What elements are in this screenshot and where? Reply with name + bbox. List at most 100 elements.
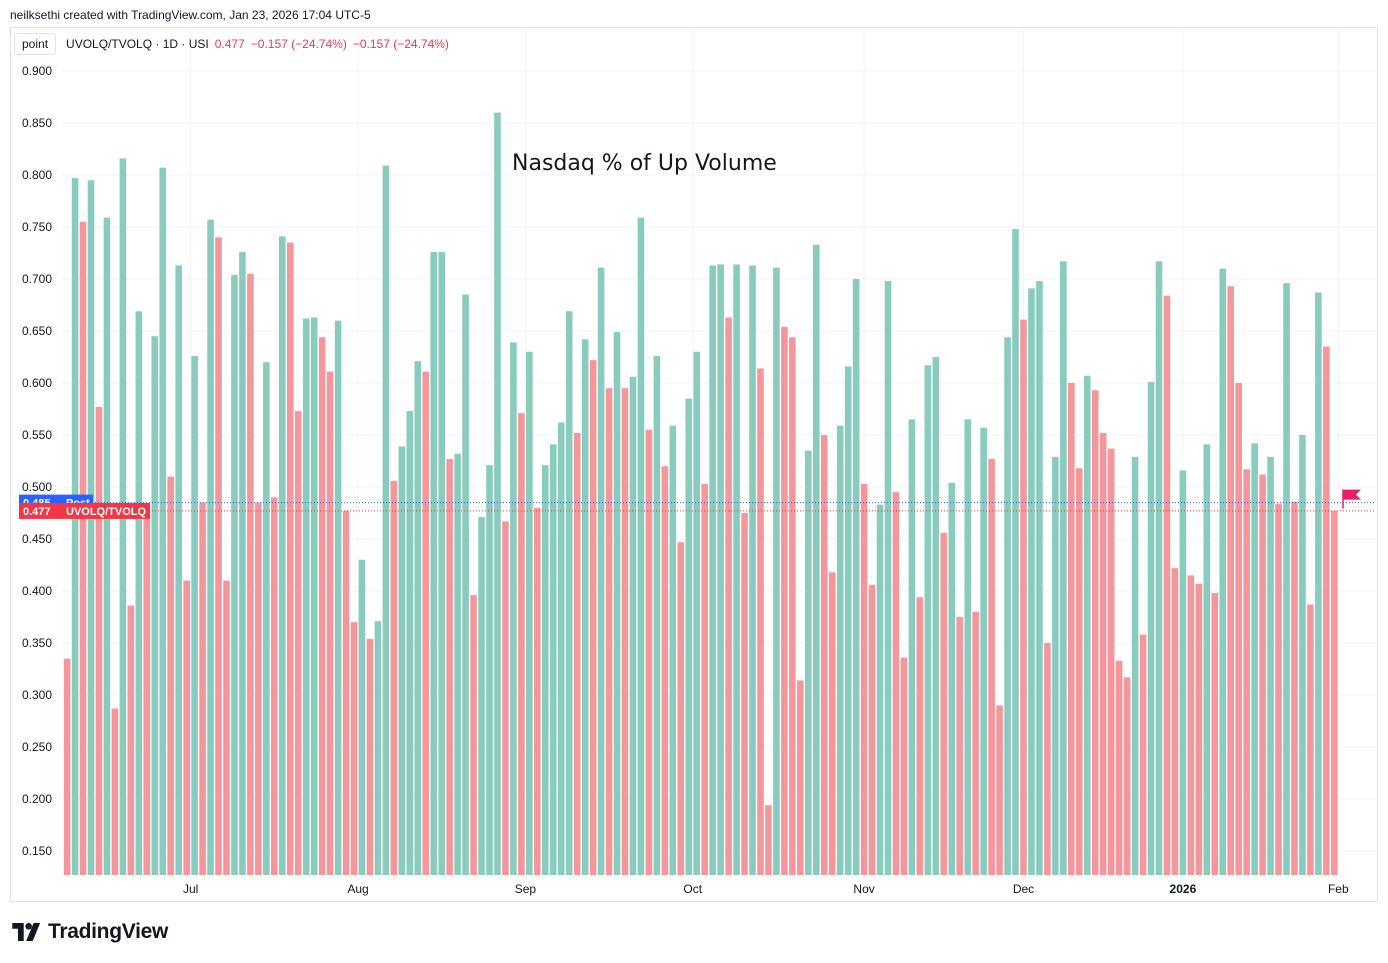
bar[interactable] xyxy=(621,388,629,875)
bar[interactable] xyxy=(924,365,932,875)
bar[interactable] xyxy=(677,542,685,875)
bar[interactable] xyxy=(725,317,732,876)
bar[interactable] xyxy=(741,513,748,875)
bar[interactable] xyxy=(167,476,175,875)
bar[interactable] xyxy=(127,605,135,875)
bar[interactable] xyxy=(406,411,414,875)
bar[interactable] xyxy=(398,446,406,875)
bar[interactable] xyxy=(358,559,366,875)
bar[interactable] xyxy=(1211,593,1219,875)
bar[interactable] xyxy=(1004,337,1011,875)
bar[interactable] xyxy=(382,165,390,875)
bar[interactable] xyxy=(1091,390,1099,875)
bar[interactable] xyxy=(542,465,549,875)
bar[interactable] xyxy=(844,366,852,875)
bar[interactable] xyxy=(1195,583,1203,875)
bar[interactable] xyxy=(972,611,979,875)
bar[interactable] xyxy=(868,584,876,875)
bar[interactable] xyxy=(231,274,238,876)
bar[interactable] xyxy=(765,805,772,875)
bar[interactable] xyxy=(557,422,565,875)
bar[interactable] xyxy=(908,419,916,875)
bar[interactable] xyxy=(597,267,605,875)
bar[interactable] xyxy=(183,580,190,875)
bar[interactable] xyxy=(1283,283,1290,875)
bar[interactable] xyxy=(478,517,485,875)
bar[interactable] xyxy=(318,337,326,875)
bar[interactable] xyxy=(964,419,972,875)
bar[interactable] xyxy=(733,264,740,875)
bar[interactable] xyxy=(438,251,445,875)
bar[interactable] xyxy=(87,180,95,875)
symbol-label[interactable]: UVOLQ/TVOLQ · 1D · USI xyxy=(66,37,209,51)
bar[interactable] xyxy=(669,425,677,875)
bar[interactable] xyxy=(1052,456,1059,875)
bar[interactable] xyxy=(1155,261,1163,875)
bar[interactable] xyxy=(1099,432,1107,875)
bar[interactable] xyxy=(549,444,557,875)
bar[interactable] xyxy=(207,219,214,876)
bar[interactable] xyxy=(223,580,230,875)
bar[interactable] xyxy=(414,361,422,875)
bar[interactable] xyxy=(717,264,724,875)
bar[interactable] xyxy=(502,521,509,875)
bar[interactable] xyxy=(1131,456,1139,875)
bar[interactable] xyxy=(135,311,143,875)
bar[interactable] xyxy=(342,510,350,875)
bar[interactable] xyxy=(836,425,844,875)
bar[interactable] xyxy=(693,351,701,875)
bar[interactable] xyxy=(215,237,222,875)
bar[interactable] xyxy=(1147,381,1155,875)
bar[interactable] xyxy=(350,622,358,875)
scale-mode-button[interactable]: point xyxy=(14,33,57,55)
bar[interactable] xyxy=(605,388,613,875)
bar[interactable] xyxy=(701,483,708,875)
bar[interactable] xyxy=(1028,288,1035,875)
bar[interactable] xyxy=(1044,643,1051,875)
bar[interactable] xyxy=(1243,469,1250,875)
bar[interactable] xyxy=(573,432,581,875)
bar[interactable] xyxy=(709,265,716,876)
bar[interactable] xyxy=(916,597,924,875)
bar[interactable] xyxy=(757,368,764,875)
bar[interactable] xyxy=(789,337,796,875)
bar[interactable] xyxy=(430,251,438,875)
bar[interactable] xyxy=(996,705,1003,875)
bar[interactable] xyxy=(1163,295,1171,875)
bar[interactable] xyxy=(781,326,788,876)
bar[interactable] xyxy=(103,217,111,875)
bar[interactable] xyxy=(111,708,119,875)
bar[interactable] xyxy=(1123,677,1131,875)
bar[interactable] xyxy=(1020,319,1027,875)
bar[interactable] xyxy=(526,351,533,875)
bar[interactable] xyxy=(1275,503,1282,875)
bar[interactable] xyxy=(1299,435,1306,875)
bar[interactable] xyxy=(1291,501,1298,875)
bar[interactable] xyxy=(1267,456,1274,875)
bar[interactable] xyxy=(199,502,206,875)
bar[interactable] xyxy=(422,371,430,875)
bar[interactable] xyxy=(470,595,477,875)
bar[interactable] xyxy=(852,279,860,875)
bar[interactable] xyxy=(255,502,262,875)
tradingview-logo[interactable]: TradingView xyxy=(12,920,168,944)
bar[interactable] xyxy=(1219,268,1227,876)
bar[interactable] xyxy=(884,281,892,876)
bar[interactable] xyxy=(589,360,597,875)
bar[interactable] xyxy=(1012,229,1019,875)
bar[interactable] xyxy=(1068,383,1075,875)
bar[interactable] xyxy=(95,406,103,875)
bar[interactable] xyxy=(805,450,812,875)
bar[interactable] xyxy=(239,251,246,875)
bar[interactable] xyxy=(812,244,820,875)
bar[interactable] xyxy=(1331,510,1338,875)
bar[interactable] xyxy=(294,411,302,875)
bar[interactable] xyxy=(326,371,334,875)
bar[interactable] xyxy=(1179,470,1187,875)
bar[interactable] xyxy=(1251,443,1258,875)
bar[interactable] xyxy=(263,362,270,875)
bar[interactable] xyxy=(518,413,525,875)
bar[interactable] xyxy=(1060,261,1067,875)
bar[interactable] xyxy=(948,482,956,875)
